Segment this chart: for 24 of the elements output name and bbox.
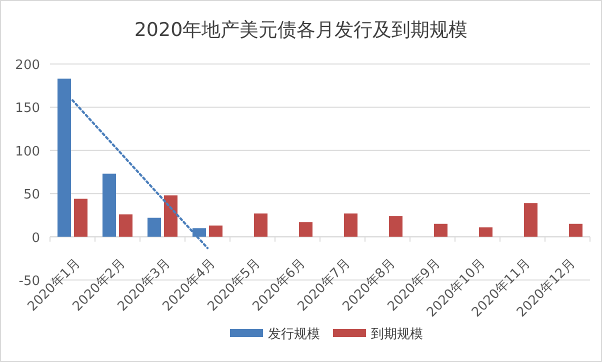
- bar: [164, 195, 178, 237]
- bar: [434, 224, 448, 237]
- y-tick-label: 100: [15, 144, 40, 160]
- y-tick-label: -50: [18, 274, 40, 289]
- bar: [299, 222, 312, 237]
- bar: [569, 224, 582, 237]
- bar: [524, 203, 538, 237]
- bar: [479, 227, 492, 237]
- bar: [192, 228, 206, 237]
- legend-label: 到期规模: [371, 327, 423, 342]
- bar: [119, 214, 132, 237]
- bar: [209, 226, 222, 237]
- bar: [74, 198, 88, 237]
- y-tick-label: 150: [15, 101, 40, 116]
- bar: [102, 174, 116, 237]
- bar: [148, 218, 161, 237]
- y-tick-label: 0: [32, 230, 40, 246]
- bar: [344, 213, 358, 237]
- y-tick-label: 200: [15, 58, 40, 73]
- chart-title: 2020年地产美元债各月发行及到期规模: [134, 19, 468, 41]
- bar: [389, 216, 402, 237]
- legend-label: 发行规模: [268, 327, 320, 342]
- y-tick-label: 50: [23, 188, 40, 203]
- bar: [254, 213, 268, 237]
